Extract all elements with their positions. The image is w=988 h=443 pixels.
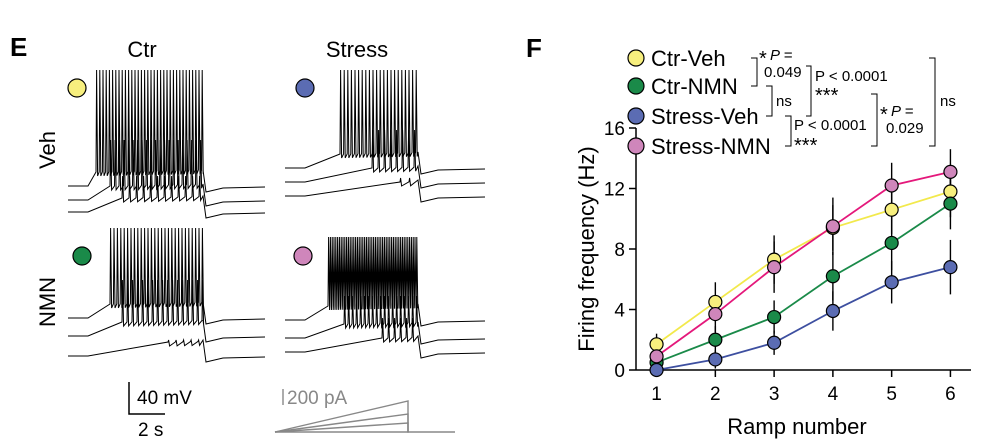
trace-stress-veh-ramp1 bbox=[285, 177, 486, 203]
marker-stress-veh-3 bbox=[767, 335, 782, 350]
legend-marker-stress-veh bbox=[627, 107, 645, 125]
marker-ctr-nmn-2 bbox=[708, 332, 723, 347]
condition-dot-ctr-nmn bbox=[72, 246, 92, 266]
panel-e-letter: E bbox=[10, 32, 27, 62]
marker-ctr-nmn-6 bbox=[943, 196, 958, 211]
legend-marker-ctr-nmn bbox=[627, 77, 645, 95]
series-lines bbox=[656, 170, 951, 371]
stat-ctrveh-ctrnmn-p: P = bbox=[770, 47, 793, 64]
panel-f-letter: F bbox=[526, 33, 542, 63]
trace-ctr-veh-ramp1 bbox=[68, 175, 266, 219]
stat-ctrnmn-stressnmn-p: P = bbox=[891, 103, 914, 120]
y-tick-label-12: 12 bbox=[604, 180, 625, 201]
stat-stressveh-stressnmn-p: P < 0.0001 bbox=[794, 117, 867, 134]
marker-stress-nmn-5 bbox=[884, 178, 899, 193]
legend-marker-stress-nmn bbox=[627, 137, 645, 155]
stat-ctrveh-stressnmn-ns: ns bbox=[940, 93, 956, 110]
scale-bar-voltage: 40 mV bbox=[137, 388, 192, 409]
marker-ctr-veh-5 bbox=[884, 202, 899, 217]
scale-bar bbox=[128, 382, 165, 415]
marker-stress-nmn-3 bbox=[767, 260, 782, 275]
marker-ctr-nmn-5 bbox=[884, 235, 899, 251]
series-line-ctr-nmn bbox=[656, 202, 951, 364]
trace-stress-nmn-ramp1 bbox=[285, 317, 486, 359]
stat-ctrnmn-stressnmn-value: 0.029 bbox=[886, 120, 924, 137]
condition-dot-stress-nmn bbox=[293, 246, 313, 266]
stat-ctrnmn-stressveh-ns: ns bbox=[776, 93, 792, 110]
legend-label-stress-nmn: Stress-NMN bbox=[651, 134, 771, 159]
legend-marker-ctr-veh bbox=[627, 49, 645, 67]
stimulus-label: 200 pA bbox=[287, 388, 348, 409]
series-line-stress-veh bbox=[656, 266, 951, 371]
marker-stress-veh-6 bbox=[943, 260, 958, 275]
series-line-stress-nmn bbox=[656, 170, 951, 358]
marker-stress-nmn-1 bbox=[649, 349, 664, 364]
x-axis: 1 2 3 4 5 6 bbox=[636, 369, 971, 405]
marker-ctr-veh-2 bbox=[708, 294, 723, 310]
row-title-nmn: NMN bbox=[35, 277, 60, 327]
trace-stress-nmn-ramp3 bbox=[285, 236, 486, 327]
x-tick-label-6: 6 bbox=[945, 384, 956, 405]
x-tick-label-2: 2 bbox=[710, 384, 721, 405]
y-axis-title: Firing frequency (Hz) bbox=[574, 146, 599, 351]
marker-stress-veh-1 bbox=[649, 362, 664, 378]
marker-ctr-veh-6 bbox=[943, 184, 958, 199]
x-axis-title: Ramp number bbox=[727, 414, 866, 439]
legend-label-ctr-nmn: Ctr-NMN bbox=[651, 74, 738, 99]
marker-stress-veh-2 bbox=[708, 352, 723, 367]
series-markers bbox=[649, 164, 958, 378]
y-tick-label-0: 0 bbox=[614, 361, 625, 382]
marker-stress-veh-5 bbox=[884, 275, 899, 290]
condition-dot-stress-veh bbox=[295, 78, 315, 98]
x-tick-label-1: 1 bbox=[651, 384, 662, 405]
y-tick-label-8: 8 bbox=[614, 240, 625, 261]
stat-ctrveh-ctrnmn-star: * bbox=[759, 48, 767, 70]
legend: Ctr-Veh Ctr-NMN Stress-Veh Stress-NMN bbox=[627, 46, 771, 159]
stat-ctrnmn-stressnmn-star: * bbox=[880, 104, 888, 126]
condition-dot-ctr-veh bbox=[67, 78, 87, 98]
stat-ctrveh-ctrnmn-value: 0.049 bbox=[764, 64, 802, 81]
marker-stress-nmn-6 bbox=[943, 164, 958, 179]
y-tick-label-4: 4 bbox=[614, 301, 625, 322]
legend-label-stress-veh: Stress-Veh bbox=[651, 104, 759, 129]
trace-ctr-nmn-ramp1 bbox=[68, 338, 266, 363]
trace-ctr-veh-ramp3 bbox=[68, 69, 266, 193]
marker-ctr-nmn-4 bbox=[825, 269, 840, 284]
y-tick-label-16: 16 bbox=[604, 119, 625, 140]
marker-ctr-veh-1 bbox=[649, 337, 664, 352]
marker-stress-veh-4 bbox=[825, 303, 840, 319]
voltage-traces bbox=[68, 69, 486, 363]
significance-brackets bbox=[751, 57, 936, 147]
marker-stress-nmn-4 bbox=[825, 219, 840, 234]
scale-bar-time: 2 s bbox=[138, 420, 163, 441]
stat-ctrveh-stressveh-stars: *** bbox=[815, 85, 839, 107]
stat-stressveh-stressnmn-stars: *** bbox=[794, 135, 818, 157]
stimulus-ramps bbox=[274, 389, 455, 433]
x-tick-label-4: 4 bbox=[828, 384, 839, 405]
stat-ctrveh-stressveh-p: P < 0.0001 bbox=[815, 68, 888, 85]
x-tick-label-3: 3 bbox=[769, 384, 780, 405]
column-title-stress: Stress bbox=[326, 37, 388, 62]
series-line-ctr-veh bbox=[656, 190, 951, 346]
trace-ctr-veh-ramp2 bbox=[68, 139, 266, 207]
trace-ctr-nmn-ramp2 bbox=[68, 279, 266, 343]
trace-ctr-nmn-ramp3 bbox=[68, 227, 266, 325]
row-title-veh: Veh bbox=[35, 131, 60, 169]
legend-label-ctr-veh: Ctr-Veh bbox=[651, 46, 726, 71]
column-title-ctr: Ctr bbox=[127, 37, 156, 62]
marker-ctr-nmn-3 bbox=[767, 309, 782, 325]
y-axis: 0 4 8 12 16 bbox=[604, 119, 637, 382]
x-tick-label-5: 5 bbox=[886, 384, 897, 405]
trace-stress-veh-ramp2 bbox=[285, 129, 486, 189]
trace-stress-nmn-ramp2 bbox=[285, 295, 486, 345]
marker-stress-nmn-2 bbox=[708, 306, 723, 322]
